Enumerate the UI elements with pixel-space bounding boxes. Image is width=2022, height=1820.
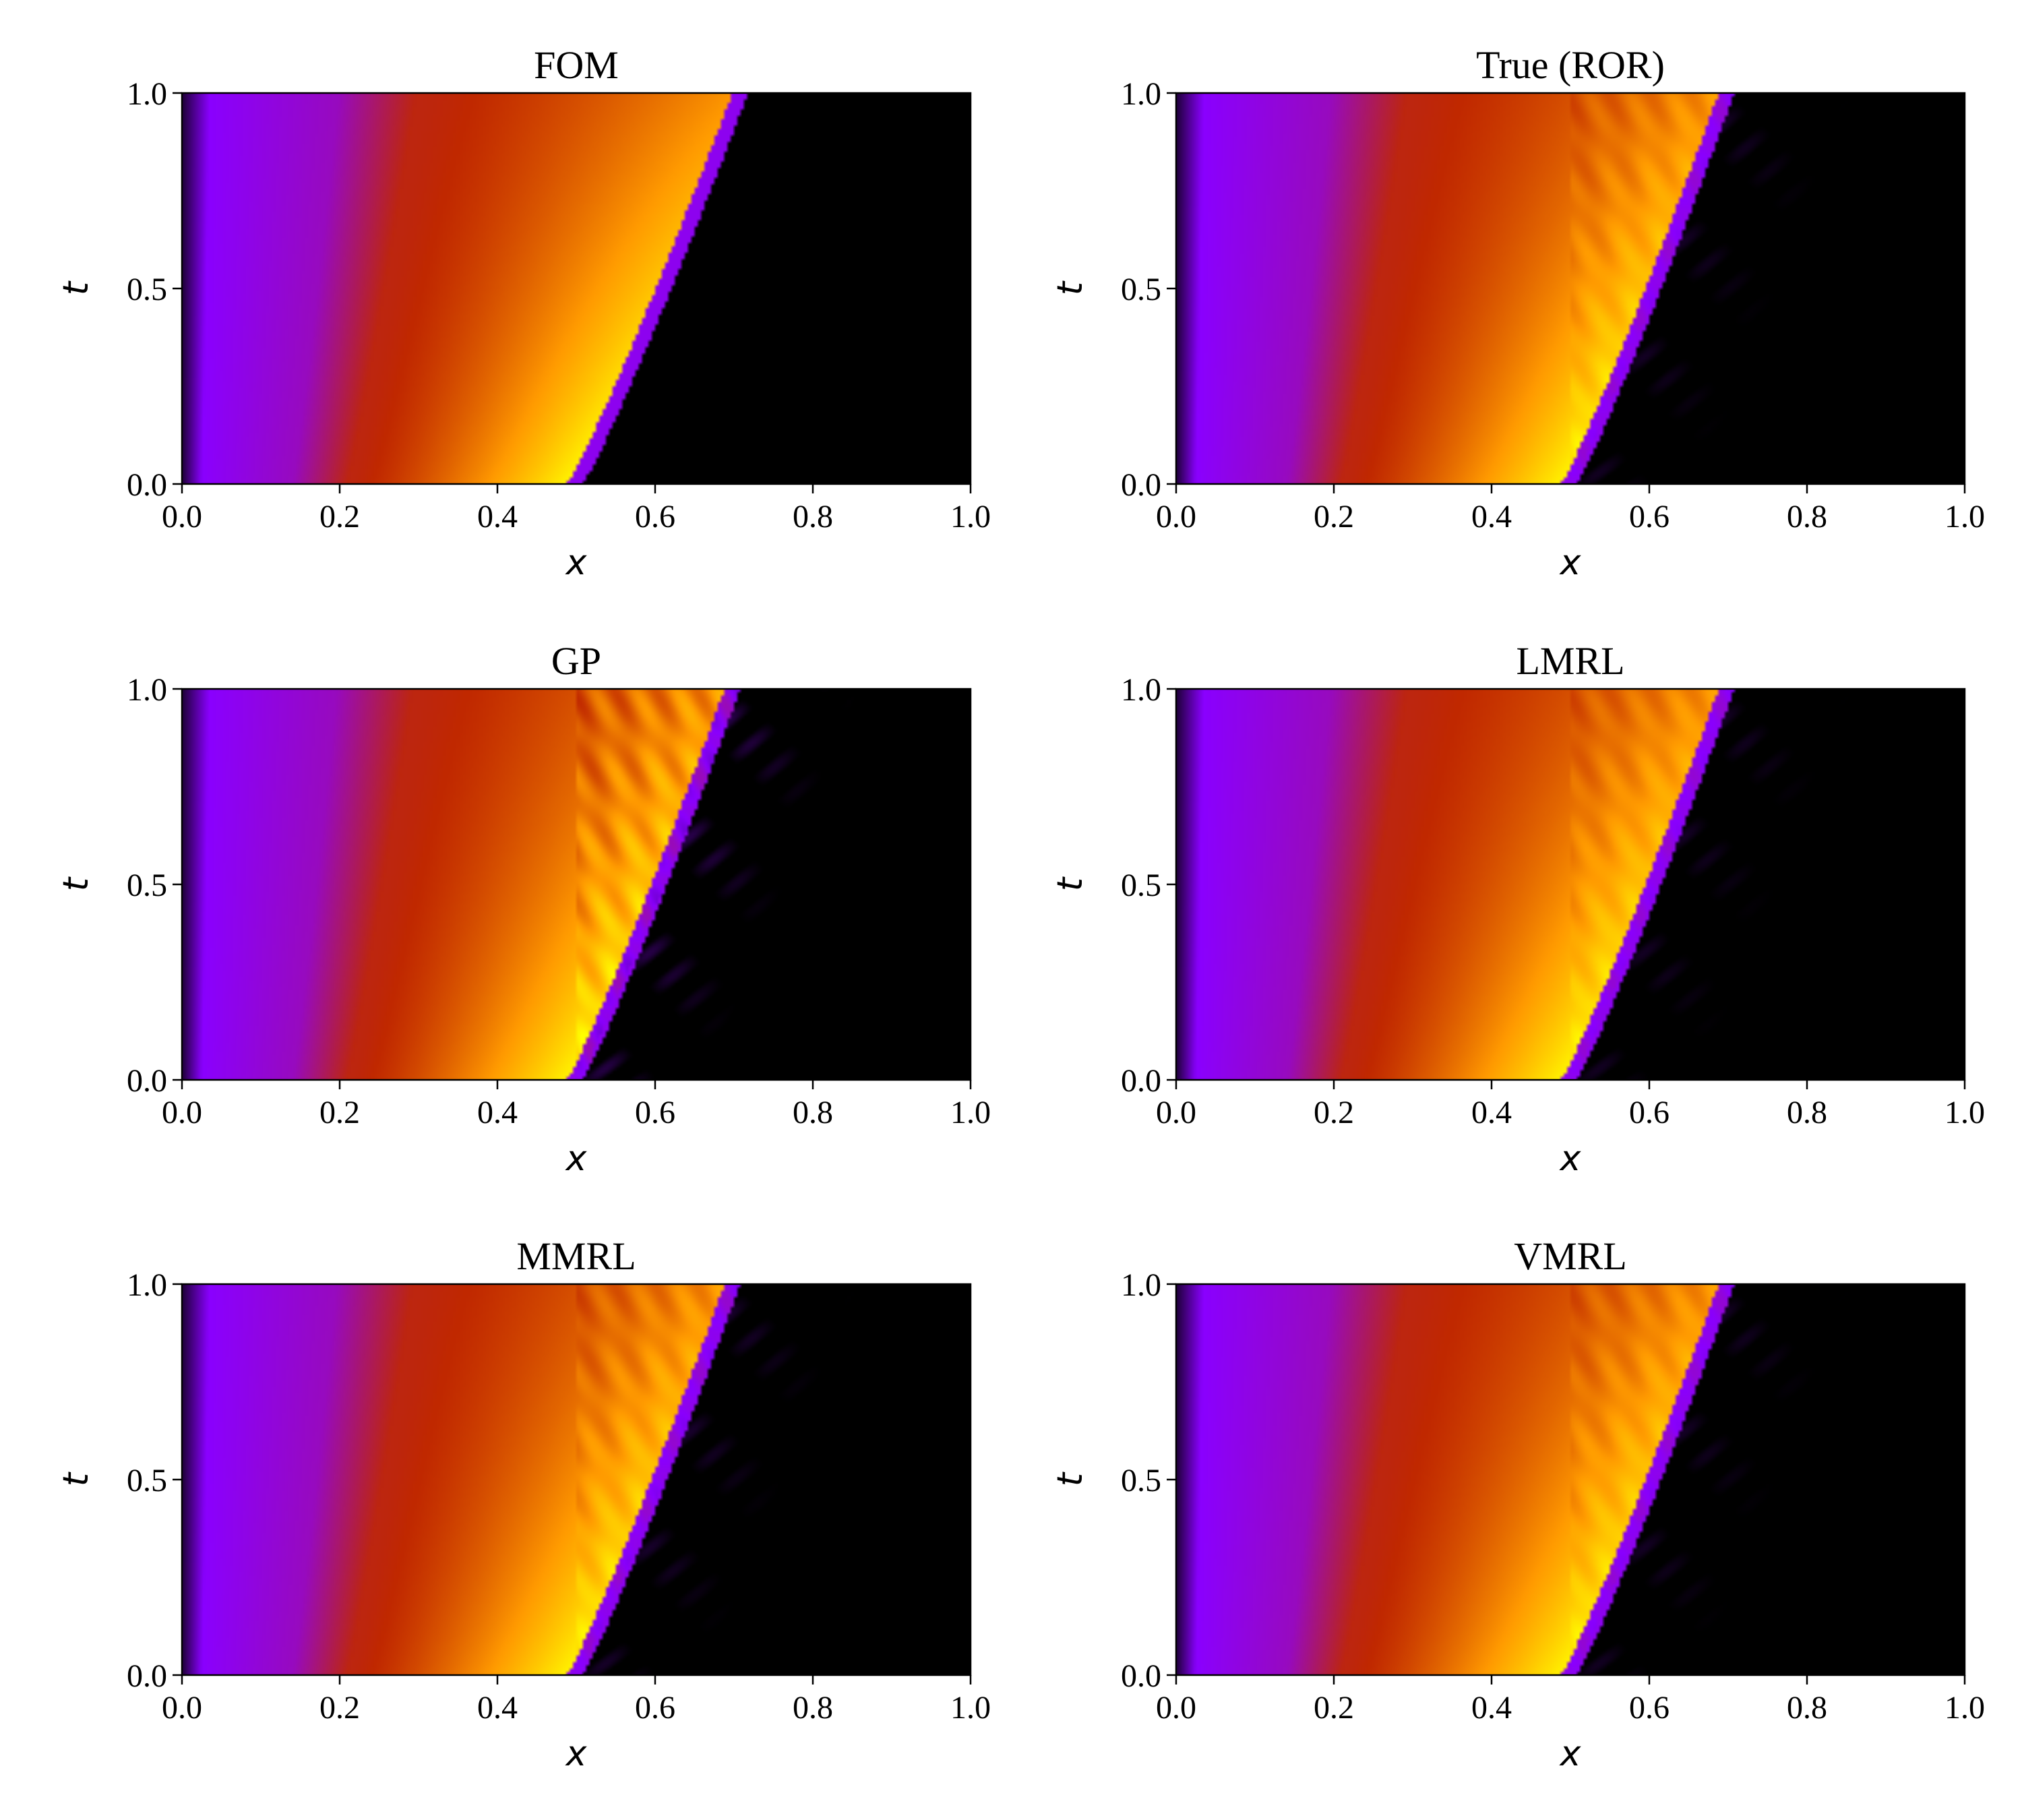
x-tick-label: 0.2: [319, 499, 360, 535]
y-axis-label: t: [1050, 876, 1091, 891]
y-tick-label: 0.0: [1121, 467, 1161, 503]
panel-title: LMRL: [1516, 639, 1624, 683]
y-axis-label: t: [1050, 1472, 1091, 1486]
x-axis-label: x: [565, 543, 588, 583]
panel-mmrl: MMRL 0.0 0.2 0.4 0.6 0.8 1.0 0.0 0.5 1.0 x t: [56, 1234, 991, 1774]
x-axis-label: x: [1559, 543, 1582, 583]
heatmap-image: [182, 689, 971, 1080]
y-tick-label: 1.0: [127, 1267, 167, 1303]
y-axis-label: t: [1050, 280, 1091, 295]
x-tick-label: 0.6: [1629, 1690, 1669, 1726]
y-tick-label: 0.5: [127, 868, 167, 903]
x-tick-label: 0.0: [162, 1690, 202, 1726]
x-axis-label: x: [1559, 1734, 1582, 1774]
panel-true-ror: True (ROR) 0.0 0.2 0.4 0.6 0.8 1.0 0.0 0.5 1.0 x t: [1050, 43, 1985, 583]
x-tick-label: 0.6: [1629, 1095, 1669, 1130]
y-tick-label: 0.5: [127, 272, 167, 307]
x-tick-label: 0.0: [162, 499, 202, 535]
y-tick-label: 1.0: [127, 76, 167, 112]
heatmap-image: [1176, 93, 1965, 484]
y-tick-label: 0.0: [127, 1658, 167, 1694]
x-tick-label: 1.0: [1944, 1095, 1985, 1130]
x-tick-label: 0.2: [1314, 499, 1354, 535]
x-tick-label: 0.2: [1314, 1690, 1354, 1726]
x-tick-label: 0.0: [162, 1095, 202, 1130]
x-tick-label: 0.8: [793, 1095, 833, 1130]
y-tick-label: 0.5: [127, 1463, 167, 1498]
x-tick-label: 0.6: [635, 1690, 675, 1726]
y-tick-label: 1.0: [1121, 672, 1161, 708]
x-tick-label: 0.6: [635, 499, 675, 535]
y-tick-label: 0.0: [1121, 1063, 1161, 1099]
x-tick-label: 0.0: [1156, 1690, 1196, 1726]
panel-title: MMRL: [516, 1234, 636, 1278]
x-tick-label: 0.4: [477, 1690, 518, 1726]
panel-title: VMRL: [1514, 1234, 1627, 1278]
x-tick-label: 0.2: [319, 1690, 360, 1726]
x-tick-label: 0.4: [1471, 1690, 1512, 1726]
x-tick-label: 0.8: [793, 499, 833, 535]
x-tick-label: 1.0: [1944, 1690, 1985, 1726]
y-axis-label: t: [56, 876, 96, 891]
heatmap-image: [1176, 1284, 1965, 1675]
y-tick-label: 1.0: [1121, 76, 1161, 112]
x-tick-label: 1.0: [950, 1690, 991, 1726]
x-tick-label: 0.6: [1629, 499, 1669, 535]
y-tick-label: 0.5: [1121, 272, 1161, 307]
x-tick-label: 0.0: [1156, 499, 1196, 535]
y-tick-label: 0.0: [1121, 1658, 1161, 1694]
heatmap-image: [182, 93, 971, 484]
x-axis-label: x: [1559, 1139, 1582, 1179]
x-tick-label: 0.8: [793, 1690, 833, 1726]
x-tick-label: 0.8: [1787, 1690, 1827, 1726]
panel-title: True (ROR): [1476, 43, 1665, 87]
x-tick-label: 0.2: [1314, 1095, 1354, 1130]
y-tick-label: 0.5: [1121, 1463, 1161, 1498]
y-axis-label: t: [56, 1472, 96, 1486]
y-axis-label: t: [56, 280, 96, 295]
y-tick-label: 0.0: [127, 1063, 167, 1099]
panel-vmrl: VMRL 0.0 0.2 0.4 0.6 0.8 1.0 0.0 0.5 1.0 x t: [1050, 1234, 1985, 1774]
x-tick-label: 0.4: [1471, 499, 1512, 535]
x-tick-label: 0.8: [1787, 1095, 1827, 1130]
y-tick-label: 0.5: [1121, 868, 1161, 903]
panel-lmrl: LMRL 0.0 0.2 0.4 0.6 0.8 1.0 0.0 0.5 1.0 x t: [1050, 639, 1985, 1179]
panel-title: FOM: [534, 43, 619, 87]
x-tick-label: 0.8: [1787, 499, 1827, 535]
x-tick-label: 1.0: [1944, 499, 1985, 535]
heatmap-image: [1176, 689, 1965, 1080]
y-tick-label: 1.0: [1121, 1267, 1161, 1303]
x-tick-label: 0.4: [477, 499, 518, 535]
x-tick-label: 0.2: [319, 1095, 360, 1130]
x-axis-label: x: [565, 1734, 588, 1774]
x-tick-label: 1.0: [950, 499, 991, 535]
panel-fom: FOM 0.0 0.2 0.4 0.6 0.8 1.0 0.0 0.5 1.0 x t: [56, 43, 991, 583]
x-tick-label: 0.4: [1471, 1095, 1512, 1130]
panel-title: GP: [551, 639, 601, 683]
x-tick-label: 1.0: [950, 1095, 991, 1130]
x-tick-label: 0.0: [1156, 1095, 1196, 1130]
heatmap-image: [182, 1284, 971, 1675]
y-tick-label: 0.0: [127, 467, 167, 503]
y-tick-label: 1.0: [127, 672, 167, 708]
x-tick-label: 0.4: [477, 1095, 518, 1130]
panel-gp: GP 0.0 0.2 0.4 0.6 0.8 1.0 0.0 0.5 1.0 x t: [56, 639, 991, 1179]
x-tick-label: 0.6: [635, 1095, 675, 1130]
x-axis-label: x: [565, 1139, 588, 1179]
